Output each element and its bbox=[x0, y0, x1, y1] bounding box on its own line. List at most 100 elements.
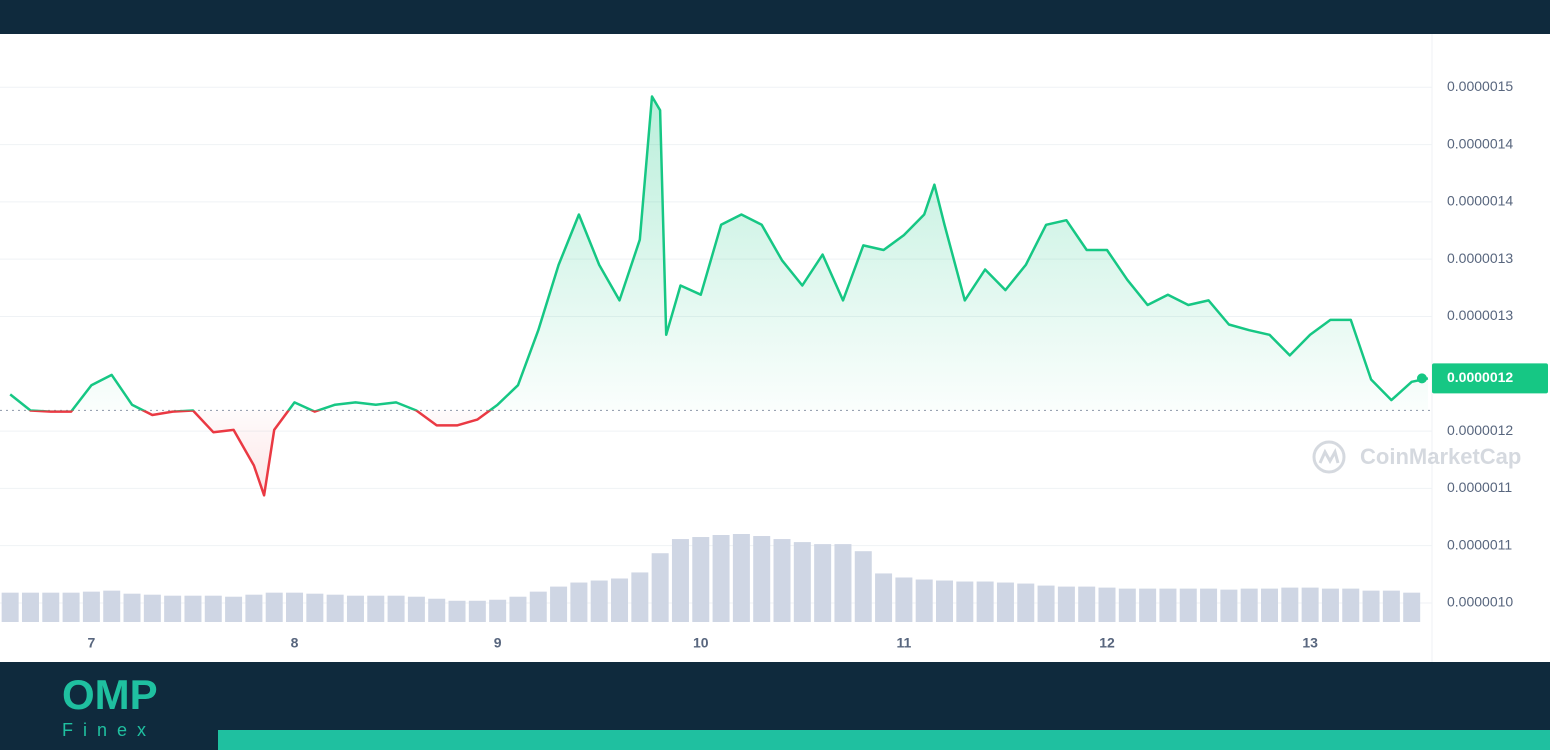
y-tick-label: 0.0000012 bbox=[1447, 422, 1513, 438]
volume-bar bbox=[1321, 588, 1339, 622]
volume-bar bbox=[1382, 590, 1400, 622]
y-tick-label: 0.0000010 bbox=[1447, 594, 1513, 610]
volume-bar bbox=[346, 595, 364, 622]
x-tick-label: 13 bbox=[1302, 635, 1318, 651]
volume-bar bbox=[1362, 590, 1380, 622]
volume-bar bbox=[42, 592, 60, 622]
volume-bar bbox=[773, 539, 791, 622]
volume-bar bbox=[712, 535, 730, 622]
volume-bar bbox=[875, 573, 893, 622]
volume-bar bbox=[1, 592, 19, 622]
volume-bar bbox=[62, 592, 80, 622]
volume-bar bbox=[448, 600, 466, 622]
volume-bar bbox=[123, 593, 141, 622]
volume-bar bbox=[306, 593, 324, 622]
volume-bar bbox=[854, 551, 872, 622]
volume-bar bbox=[1200, 588, 1218, 622]
price-area bbox=[10, 96, 1428, 496]
volume-bar bbox=[143, 594, 161, 622]
y-tick-label: 0.0000015 bbox=[1447, 78, 1513, 94]
volume-bar bbox=[814, 544, 832, 622]
volume-bar bbox=[428, 598, 446, 622]
x-tick-label: 11 bbox=[896, 635, 911, 651]
volume-bar bbox=[1179, 588, 1197, 622]
current-price-box bbox=[1432, 363, 1548, 394]
volume-bar bbox=[590, 580, 608, 622]
last-point bbox=[1416, 373, 1427, 384]
volume-bar bbox=[529, 591, 547, 622]
x-tick-label: 10 bbox=[693, 635, 709, 651]
plot: 0.0000012 bbox=[0, 95, 1548, 497]
volume-bar bbox=[1118, 588, 1136, 622]
x-tick-label: 9 bbox=[494, 635, 502, 651]
volume-bar bbox=[326, 594, 344, 622]
volume-bar bbox=[367, 595, 385, 622]
volume-bar bbox=[1037, 585, 1055, 622]
volume-bar bbox=[834, 544, 852, 622]
volume-bar bbox=[956, 581, 974, 622]
volume-bar bbox=[793, 542, 811, 622]
footer-bar bbox=[218, 730, 1550, 750]
volume-bar bbox=[550, 586, 568, 622]
y-tick-label: 0.0000014 bbox=[1447, 193, 1513, 209]
volume-bar bbox=[1301, 587, 1319, 622]
volume-bar bbox=[184, 595, 202, 622]
volume-bar bbox=[509, 596, 527, 622]
volume-bar bbox=[1342, 588, 1360, 622]
volume-bar bbox=[570, 582, 588, 622]
volume-bar bbox=[387, 595, 405, 622]
volume-bar bbox=[631, 572, 649, 622]
current-price-label: 0.0000012 bbox=[1447, 369, 1513, 385]
logo-title: OMP bbox=[62, 671, 158, 718]
volume-bar bbox=[1078, 586, 1096, 622]
volume-bar bbox=[915, 579, 933, 622]
volume-bar bbox=[1139, 588, 1157, 622]
volume-bar bbox=[1159, 588, 1177, 622]
volume-bar bbox=[936, 580, 954, 622]
volume bbox=[1, 534, 1421, 622]
volume-bar bbox=[1261, 588, 1279, 622]
watermark-text: CoinMarketCap bbox=[1360, 444, 1521, 469]
y-tick-label: 0.0000014 bbox=[1447, 135, 1513, 151]
volume-bar bbox=[692, 537, 710, 622]
price-line bbox=[9, 95, 1429, 497]
y-tick-label: 0.0000011 bbox=[1447, 479, 1512, 495]
watermark: CoinMarketCap bbox=[1312, 440, 1521, 474]
volume-bar bbox=[1281, 587, 1299, 622]
volume-bar bbox=[265, 592, 283, 622]
volume-bar bbox=[671, 539, 689, 622]
volume-bar bbox=[286, 592, 304, 622]
volume-bar bbox=[1098, 587, 1116, 622]
volume-bar bbox=[103, 590, 121, 622]
volume-bar bbox=[1017, 583, 1035, 622]
volume-bar bbox=[753, 536, 771, 622]
volume-bar bbox=[204, 595, 222, 622]
x-tick-label: 8 bbox=[291, 635, 299, 651]
volume-bar bbox=[976, 581, 994, 622]
volume-bar bbox=[21, 592, 39, 622]
volume-bar bbox=[245, 594, 263, 622]
volume-bar bbox=[611, 578, 629, 622]
volume-bar bbox=[1057, 586, 1075, 622]
volume-bar bbox=[895, 577, 913, 622]
y-tick-label: 0.0000013 bbox=[1447, 250, 1513, 266]
volume-bar bbox=[1220, 589, 1238, 622]
volume-bar bbox=[225, 596, 243, 622]
volume-bar bbox=[1403, 592, 1421, 622]
volume-bar bbox=[651, 553, 669, 622]
volume-bar bbox=[489, 599, 507, 622]
volume-bar bbox=[164, 595, 182, 622]
volume-bar bbox=[468, 600, 486, 622]
x-tick-label: 12 bbox=[1099, 635, 1115, 651]
volume-bar bbox=[732, 534, 750, 622]
volume-bar bbox=[1240, 588, 1258, 622]
y-tick-label: 0.0000013 bbox=[1447, 307, 1513, 323]
x-tick-label: 7 bbox=[88, 635, 96, 651]
volume-bar bbox=[82, 591, 100, 622]
volume-bar bbox=[407, 596, 425, 622]
volume-bar bbox=[996, 582, 1014, 622]
logo-subtitle: Finex bbox=[62, 720, 156, 740]
y-tick-label: 0.0000011 bbox=[1447, 536, 1512, 552]
